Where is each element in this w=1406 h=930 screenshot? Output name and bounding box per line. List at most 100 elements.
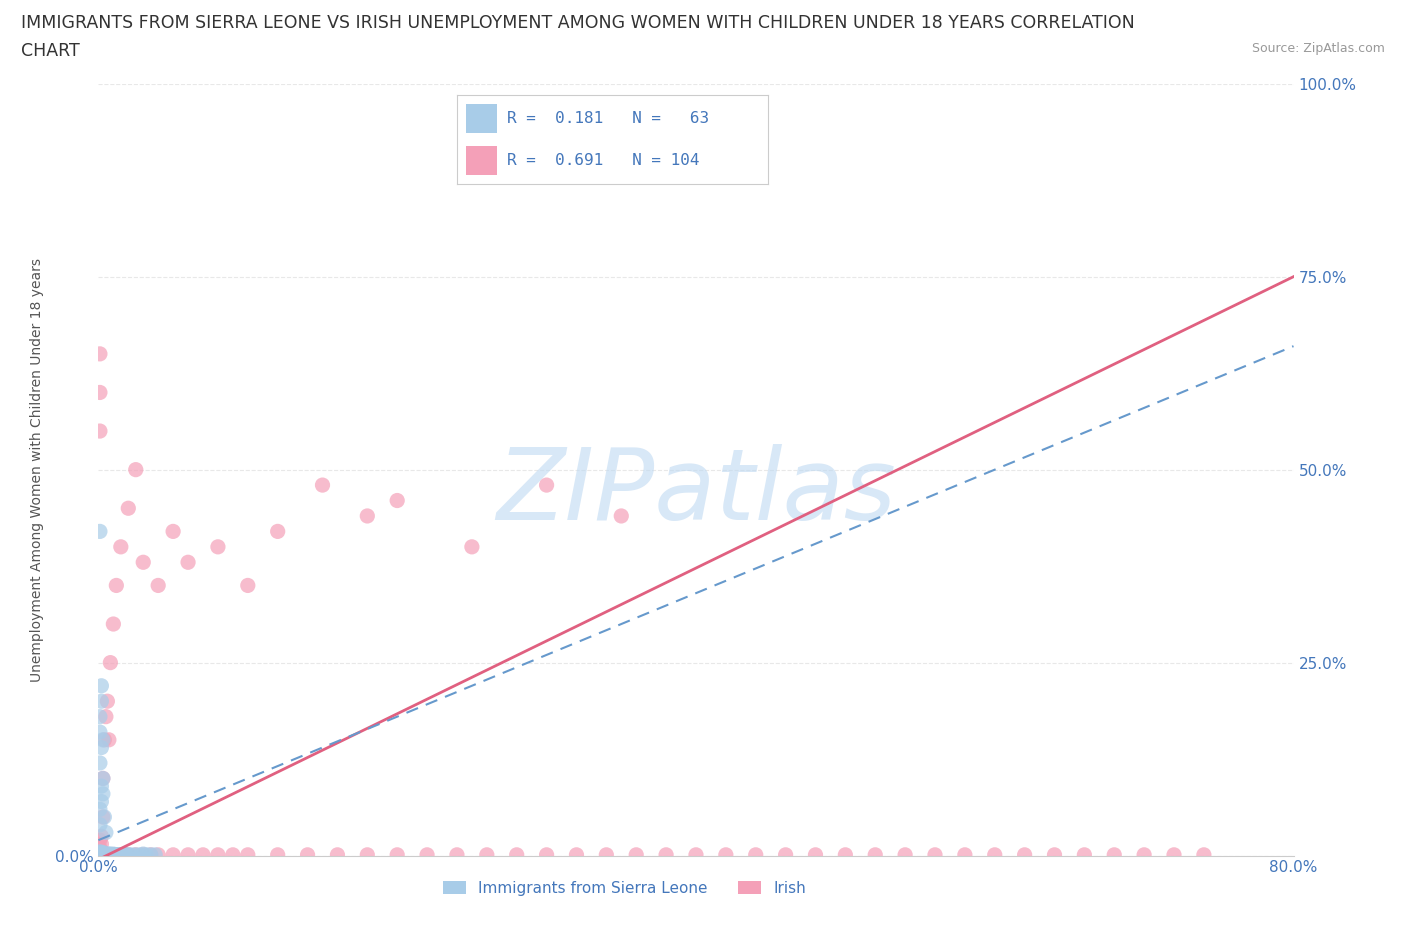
- Point: [90, 847, 112, 862]
- Point: [91, 771, 114, 786]
- Point: [222, 847, 245, 862]
- Point: [103, 846, 125, 861]
- Point: [89, 724, 111, 739]
- Point: [236, 847, 259, 862]
- Point: [96, 847, 118, 862]
- Point: [110, 847, 132, 862]
- Legend: Immigrants from Sierra Leone, Irish: Immigrants from Sierra Leone, Irish: [437, 875, 811, 902]
- Point: [626, 847, 648, 862]
- Point: [745, 847, 768, 862]
- Point: [89, 847, 111, 862]
- Point: [89, 846, 111, 861]
- Point: [311, 478, 333, 493]
- Point: [97, 733, 120, 748]
- Point: [162, 524, 184, 538]
- Point: [103, 847, 125, 862]
- Point: [90, 794, 112, 809]
- Point: [90, 829, 112, 844]
- Point: [236, 578, 259, 593]
- Point: [865, 847, 887, 862]
- Point: [89, 846, 111, 861]
- Point: [89, 817, 111, 832]
- Point: [90, 845, 112, 860]
- Point: [91, 733, 114, 748]
- Point: [90, 678, 112, 693]
- Point: [91, 847, 114, 862]
- Point: [506, 847, 529, 862]
- Point: [91, 847, 114, 862]
- Point: [89, 845, 111, 860]
- Point: [94, 847, 117, 862]
- Point: [89, 846, 111, 861]
- Point: [93, 847, 115, 862]
- Point: [98, 847, 122, 862]
- Point: [114, 847, 136, 862]
- Point: [89, 846, 111, 861]
- Point: [90, 694, 112, 709]
- Point: [96, 847, 118, 862]
- Point: [385, 493, 409, 508]
- Point: [114, 847, 136, 862]
- Point: [90, 847, 112, 862]
- Point: [91, 847, 114, 862]
- Point: [125, 462, 148, 477]
- Point: [91, 771, 114, 786]
- Point: [89, 424, 111, 439]
- Point: [148, 578, 170, 593]
- Point: [90, 846, 112, 861]
- Point: [105, 578, 128, 593]
- Point: [89, 846, 111, 861]
- Point: [93, 733, 115, 748]
- Point: [132, 847, 155, 862]
- Point: [96, 694, 118, 709]
- Point: [93, 847, 115, 862]
- Point: [117, 500, 139, 515]
- Point: [385, 847, 409, 862]
- Point: [89, 710, 111, 724]
- Point: [536, 847, 558, 862]
- Point: [416, 847, 439, 862]
- Point: [1192, 847, 1215, 862]
- Point: [953, 847, 976, 862]
- Point: [91, 845, 114, 860]
- Point: [89, 524, 111, 538]
- Point: [714, 847, 737, 862]
- Point: [120, 847, 142, 862]
- Point: [91, 787, 114, 802]
- Point: [267, 524, 290, 538]
- Point: [91, 847, 114, 862]
- Point: [89, 802, 111, 817]
- Point: [132, 846, 155, 861]
- Point: [98, 846, 122, 861]
- Point: [90, 846, 112, 861]
- Point: [804, 847, 827, 862]
- Point: [89, 385, 111, 400]
- Point: [93, 846, 115, 861]
- Point: [924, 847, 946, 862]
- Point: [108, 847, 131, 862]
- Point: [475, 847, 498, 862]
- Point: [89, 844, 111, 859]
- Point: [101, 847, 124, 862]
- Point: [356, 847, 378, 862]
- Point: [655, 847, 678, 862]
- Point: [101, 847, 124, 862]
- Point: [89, 347, 111, 362]
- Point: [610, 509, 633, 524]
- Point: [91, 846, 114, 861]
- Point: [89, 847, 111, 862]
- Point: [139, 847, 162, 862]
- Point: [89, 845, 111, 860]
- Point: [1133, 847, 1156, 862]
- Point: [125, 847, 148, 862]
- Point: [834, 847, 856, 862]
- Text: IMMIGRANTS FROM SIERRA LEONE VS IRISH UNEMPLOYMENT AMONG WOMEN WITH CHILDREN UND: IMMIGRANTS FROM SIERRA LEONE VS IRISH UN…: [21, 14, 1135, 32]
- Point: [105, 847, 128, 862]
- Text: ZIPatlas: ZIPatlas: [496, 445, 896, 541]
- Point: [446, 847, 468, 862]
- Point: [536, 478, 558, 493]
- Point: [103, 617, 125, 631]
- Point: [91, 846, 114, 861]
- Point: [98, 656, 122, 671]
- Point: [207, 847, 229, 862]
